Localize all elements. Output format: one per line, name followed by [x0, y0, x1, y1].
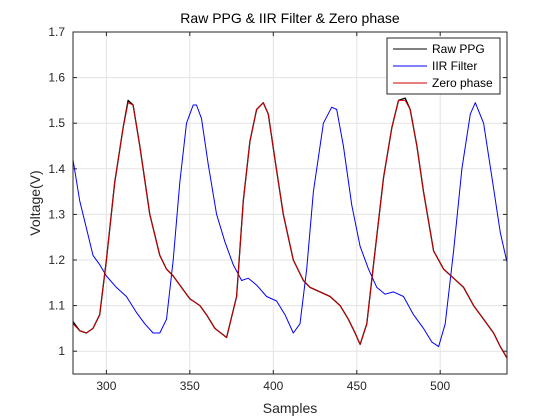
y-tick-label: 1.2	[48, 253, 65, 267]
x-tick-label: 450	[347, 379, 367, 393]
y-tick-label: 1.3	[48, 207, 65, 221]
ticks: 300 350 400 450 500 1 1.1 1.2 1.3 1.4 1.5 1.6 1.7	[48, 25, 507, 393]
series-line-iir-filter	[73, 102, 507, 348]
y-tick-label: 1	[58, 344, 65, 358]
x-tick-label: 400	[263, 379, 283, 393]
x-tick-label: 500	[430, 379, 450, 393]
x-axis-label: Samples	[263, 400, 317, 416]
x-tick-label: 350	[180, 379, 200, 393]
series-line-zero-phase	[73, 99, 507, 359]
legend-label-iir-filter: IIR Filter	[432, 59, 477, 73]
chart-title: Raw PPG & IIR Filter & Zero phase	[180, 10, 400, 26]
y-axis-label: Voltage(V)	[27, 170, 43, 235]
y-tick-label: 1.1	[48, 299, 65, 313]
legend-label-zero-phase: Zero phase	[432, 76, 493, 90]
series-layer	[73, 97, 507, 359]
legend-label-raw-ppg: Raw PPG	[432, 42, 485, 56]
plot-frame	[72, 31, 508, 375]
y-tick-label: 1.4	[48, 162, 65, 176]
y-tick-label: 1.5	[48, 116, 65, 130]
y-tick-label: 1.6	[48, 71, 65, 85]
x-tick-label: 300	[96, 379, 116, 393]
y-tick-label: 1.7	[48, 25, 65, 39]
legend: Raw PPG IIR Filter Zero phase	[386, 37, 501, 95]
